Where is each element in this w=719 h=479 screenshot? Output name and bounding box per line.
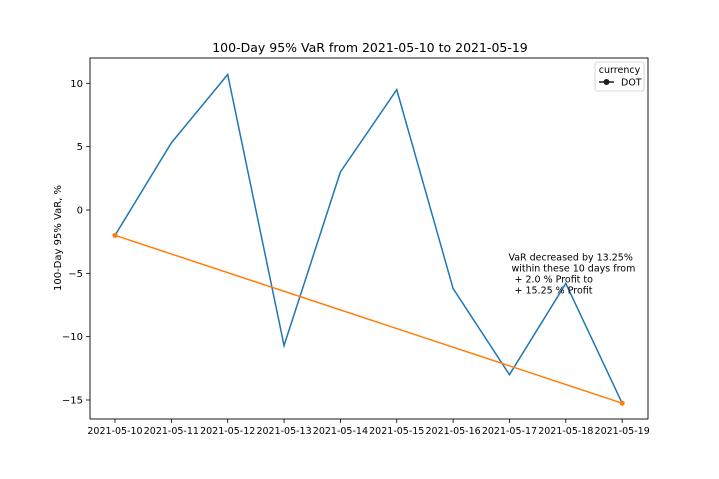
x-tick-label: 2021-05-18 (538, 426, 593, 437)
x-tick-label: 2021-05-10 (87, 426, 142, 437)
x-tick-label: 2021-05-13 (256, 426, 311, 437)
annotation-line: + 15.25 % Profit (508, 286, 592, 297)
series-layer (112, 72, 625, 406)
x-tick-label: 2021-05-17 (482, 426, 537, 437)
x-tick-label: 2021-05-16 (425, 426, 480, 437)
series-line-1 (114, 234, 623, 404)
annotation-line: VaR decreased by 13.25% (508, 253, 632, 264)
y-tick-label: 5 (77, 142, 83, 153)
x-tick-label: 2021-05-14 (313, 426, 368, 437)
x-tick-label: 2021-05-12 (200, 426, 255, 437)
y-axis: 10 5 0 −5 −10 −15 (62, 79, 90, 407)
legend: currency DOT (594, 61, 645, 92)
y-tick-label: 10 (70, 79, 83, 90)
annotation-line: + 2.0 % Profit to (508, 275, 593, 286)
x-tick-label: 2021-05-11 (144, 426, 199, 437)
series-line-0 (114, 72, 623, 404)
y-axis-label: 100-Day 95% VaR, % (53, 185, 64, 291)
annotation-line: within these 10 days from (508, 264, 635, 275)
legend-entry-dot: DOT (621, 78, 642, 89)
chart-title: 100-Day 95% VaR from 2021-05-10 to 2021-… (212, 40, 528, 55)
series-point-1 (112, 232, 118, 238)
y-tick-label: −10 (62, 332, 83, 343)
y-tick-label: 0 (77, 206, 83, 217)
var-change-annotation: VaR decreased by 13.25% within these 10 … (508, 253, 635, 297)
x-axis: 2021-05-10 2021-05-11 2021-05-12 2021-05-13… (87, 419, 650, 437)
y-tick-label: −15 (62, 396, 83, 407)
legend-dot-marker (603, 79, 610, 85)
x-tick-label: 2021-05-19 (595, 426, 650, 437)
series-point-1 (619, 400, 625, 406)
y-tick-label: −5 (68, 269, 83, 280)
legend-title: currency (599, 65, 641, 76)
plot-area-frame (89, 57, 649, 420)
x-tick-label: 2021-05-15 (369, 426, 424, 437)
